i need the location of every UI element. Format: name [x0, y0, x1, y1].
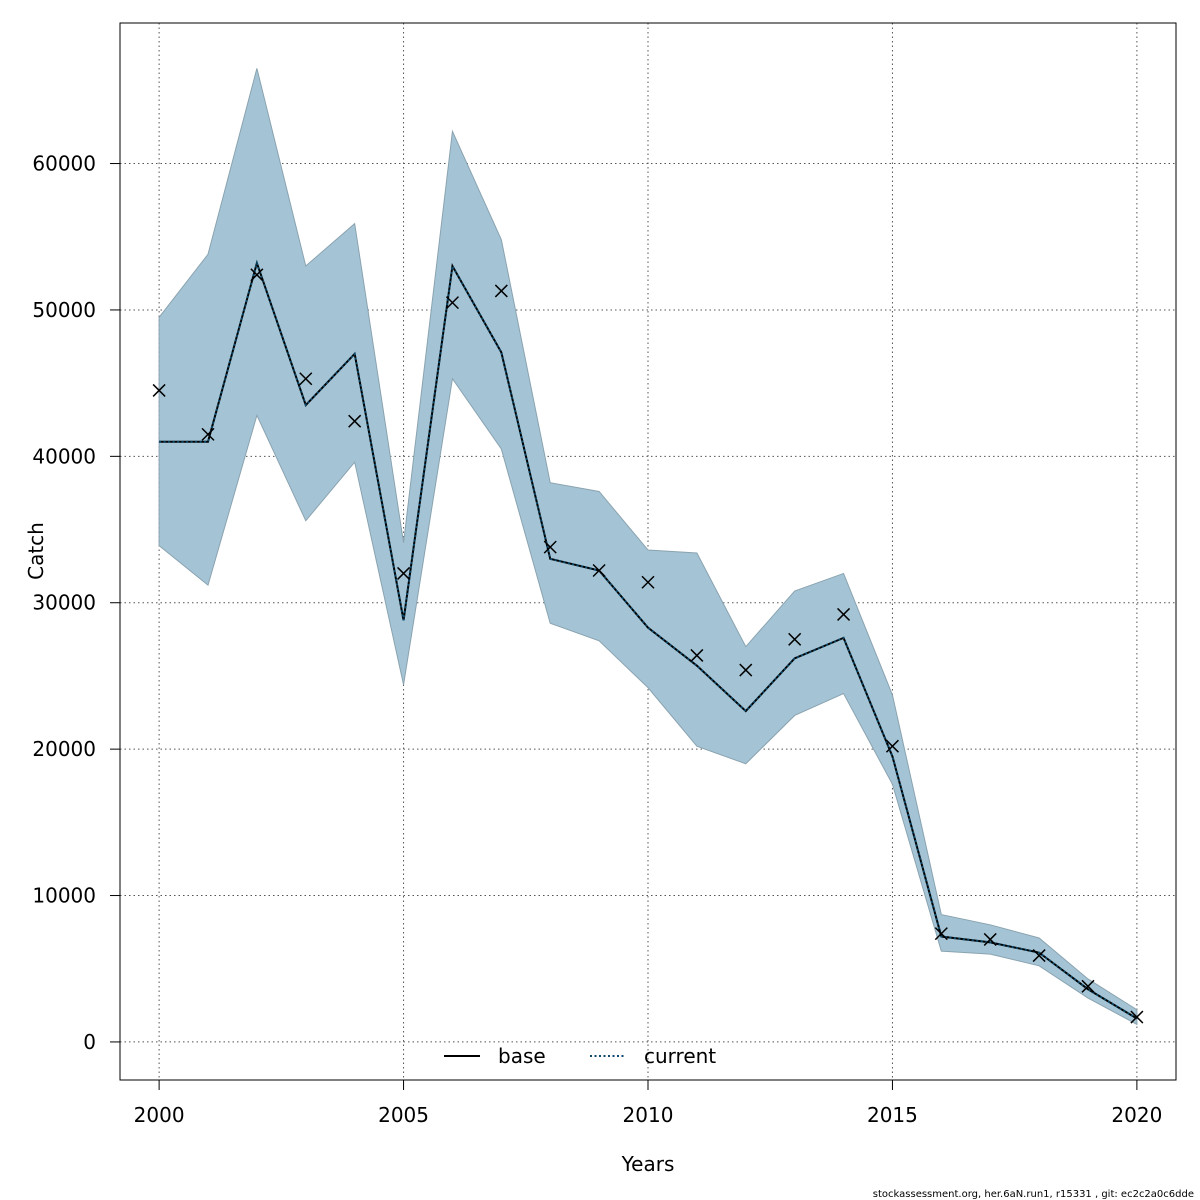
footer-note: stockassessment.org, her.6aN.run1, r1533…	[873, 1189, 1194, 1200]
observation-marker	[1081, 979, 1095, 993]
x-axis: 2000 2005 2010 2015 2020	[134, 1080, 1162, 1127]
observation-marker	[348, 414, 362, 428]
x-tick-label: 2015	[867, 1103, 918, 1127]
observation-marker	[885, 739, 899, 753]
observation-marker	[934, 927, 948, 941]
observation-marker	[445, 296, 459, 310]
observation-marker	[201, 427, 215, 441]
observation-marker	[641, 575, 655, 589]
observation-marker	[494, 284, 508, 298]
observation-marker	[788, 632, 802, 646]
confidence-band-area	[158, 68, 1138, 1026]
observation-marker	[592, 564, 606, 578]
x-tick-label: 2005	[378, 1103, 429, 1127]
confidence-band	[158, 68, 1138, 1026]
observation-marker	[152, 383, 166, 397]
y-tick-label: 60000	[32, 152, 96, 176]
x-tick-label: 2000	[134, 1103, 185, 1127]
y-axis: 0 10000 20000 30000 40000 50000 60000	[32, 152, 120, 1054]
y-tick-label: 30000	[32, 591, 96, 615]
observation-marker	[1130, 1010, 1144, 1024]
y-tick-label: 50000	[32, 298, 96, 322]
observation-marker	[397, 566, 411, 580]
y-tick-label: 40000	[32, 444, 96, 468]
y-axis-label: Catch	[24, 522, 48, 580]
y-tick-label: 20000	[32, 737, 96, 761]
observation-marker	[983, 932, 997, 946]
legend-label-current: current	[644, 1044, 716, 1068]
x-tick-label: 2020	[1111, 1103, 1162, 1127]
observation-marker	[1032, 949, 1046, 963]
observation-marker	[690, 648, 704, 662]
grid	[120, 23, 1176, 1080]
y-tick-label: 0	[83, 1030, 96, 1054]
observation-marker	[543, 540, 557, 554]
legend-label-base: base	[498, 1044, 546, 1068]
observation-markers	[152, 268, 1144, 1024]
observation-marker	[739, 663, 753, 677]
x-tick-label: 2010	[623, 1103, 674, 1127]
series-lines	[159, 259, 1138, 1020]
observation-marker	[299, 372, 313, 386]
observation-marker	[837, 607, 851, 621]
x-axis-label: Years	[621, 1152, 675, 1176]
y-tick-label: 10000	[32, 884, 96, 908]
series-line-base	[159, 259, 1138, 1020]
legend: base current	[444, 1044, 716, 1068]
observation-marker	[250, 268, 264, 282]
